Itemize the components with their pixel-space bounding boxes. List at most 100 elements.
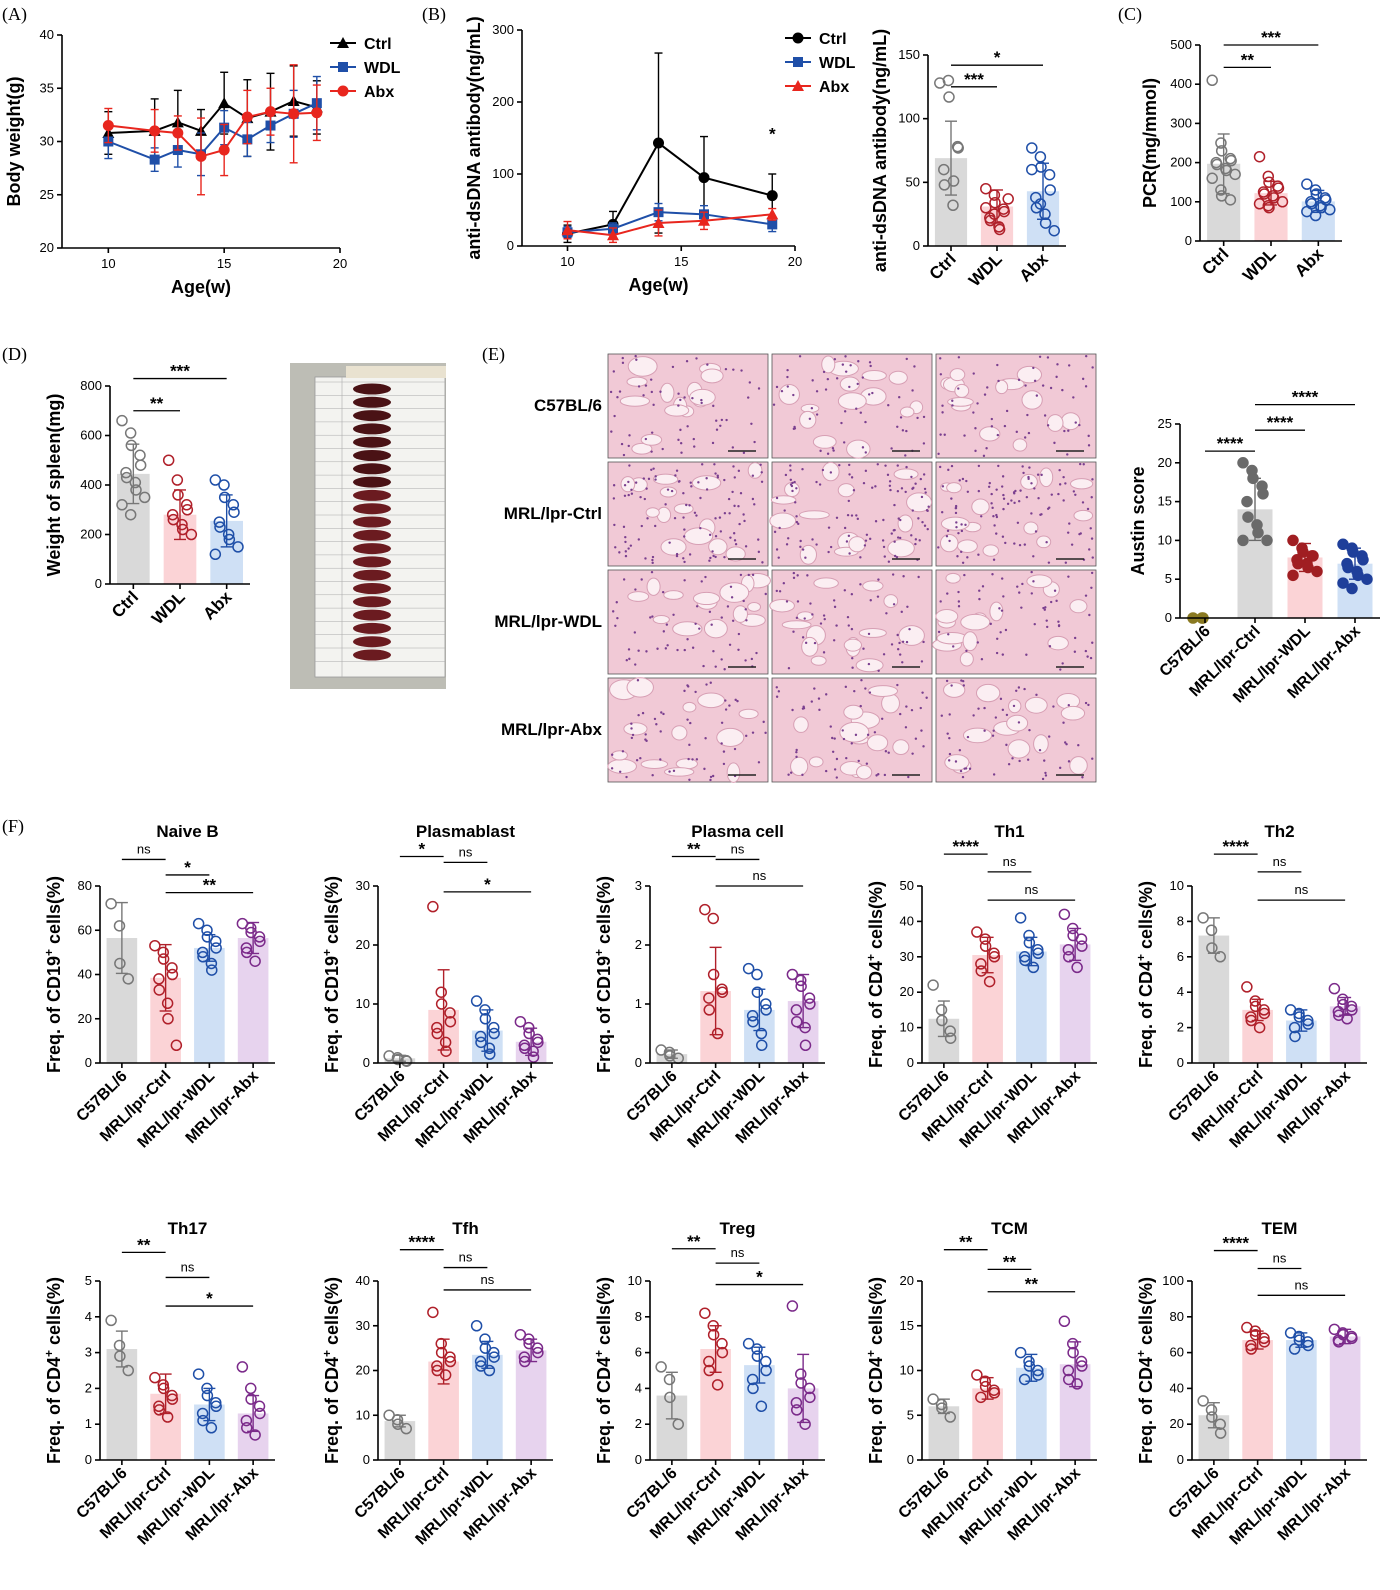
nucleus xyxy=(797,522,800,526)
significance-label: **** xyxy=(1223,837,1250,856)
data-point xyxy=(157,1379,169,1391)
nucleus xyxy=(761,561,764,564)
nucleus xyxy=(1017,721,1021,724)
x-tick-label: Abx xyxy=(199,587,236,624)
data-point xyxy=(519,1355,531,1368)
nucleus xyxy=(1000,485,1004,488)
nucleus xyxy=(976,402,979,405)
data-point xyxy=(105,1314,117,1327)
nucleus xyxy=(1084,649,1088,653)
nucleus xyxy=(1017,686,1021,689)
data-point xyxy=(253,1400,266,1413)
y-tick-label: 400 xyxy=(80,477,102,492)
nucleus xyxy=(726,605,730,608)
data-point xyxy=(979,940,992,952)
nucleus xyxy=(835,624,838,627)
nucleus xyxy=(829,545,833,549)
data-point xyxy=(1058,1315,1071,1328)
nucleus xyxy=(884,464,887,467)
nucleus xyxy=(764,592,767,596)
nucleus xyxy=(822,651,826,654)
nucleus xyxy=(714,555,717,559)
nucleus xyxy=(957,356,961,359)
nucleus xyxy=(1027,477,1030,481)
nucleus xyxy=(734,542,738,546)
data-point xyxy=(484,1048,496,1060)
nucleus xyxy=(614,624,617,627)
nucleus xyxy=(904,726,908,729)
y-tick-label: 150 xyxy=(898,47,920,62)
chart-title: Naive B xyxy=(156,822,218,841)
legend-marker xyxy=(337,37,349,48)
nucleus xyxy=(724,367,728,371)
nucleus xyxy=(910,708,914,712)
nucleus xyxy=(824,769,828,773)
nucleus xyxy=(842,441,846,444)
nucleus xyxy=(833,737,836,740)
data-point xyxy=(664,1391,676,1404)
nucleus xyxy=(759,463,762,466)
nucleus xyxy=(1064,561,1068,564)
nucleus xyxy=(803,617,806,620)
nucleus xyxy=(887,404,890,407)
nucleus xyxy=(622,578,626,581)
nucleus xyxy=(939,373,943,376)
y-axis-label: Freq. of CD4+ cells(%) xyxy=(42,1277,64,1464)
nucleus xyxy=(844,685,848,689)
nucleus xyxy=(787,773,790,776)
tubule xyxy=(719,582,750,603)
data-point xyxy=(1253,198,1266,210)
nucleus xyxy=(792,571,796,575)
data-point xyxy=(114,957,126,970)
tubule xyxy=(957,539,978,553)
nucleus xyxy=(817,697,821,700)
nucleus xyxy=(795,487,798,490)
y-axis-label: anti-dsDNA antibody(ng/mL) xyxy=(464,16,484,259)
data-point xyxy=(652,216,665,228)
tubule xyxy=(663,590,684,600)
nucleus xyxy=(789,469,792,472)
nucleus xyxy=(668,541,671,544)
nucleus xyxy=(1073,650,1077,653)
nucleus xyxy=(686,718,689,721)
nucleus xyxy=(704,575,707,579)
nucleus xyxy=(686,684,689,687)
nucleus xyxy=(1023,436,1027,439)
nucleus xyxy=(978,589,981,592)
y-tick-label: 20 xyxy=(1158,455,1172,470)
spleen-sample xyxy=(353,636,391,648)
x-tick-label: 10 xyxy=(101,256,115,271)
nucleus xyxy=(775,385,779,389)
data-point xyxy=(483,1042,496,1054)
nucleus xyxy=(856,517,860,521)
bar xyxy=(1198,935,1230,1063)
nucleus xyxy=(675,552,679,556)
tubule xyxy=(962,727,993,744)
data-point xyxy=(980,202,992,214)
panel-label-E: (E) xyxy=(482,344,505,365)
y-tick-label: 15 xyxy=(900,1318,914,1333)
nucleus xyxy=(904,490,907,494)
tubule xyxy=(652,615,670,625)
data-point xyxy=(120,466,132,479)
tubule xyxy=(947,397,974,407)
tubule xyxy=(1006,714,1029,732)
nucleus xyxy=(1027,431,1031,435)
nucleus xyxy=(612,484,616,487)
data-point xyxy=(440,1045,452,1057)
nucleus xyxy=(1045,541,1048,544)
nucleus xyxy=(995,513,998,517)
nucleus xyxy=(799,545,802,549)
nucleus xyxy=(796,574,799,577)
nucleus xyxy=(677,438,680,442)
nucleus xyxy=(927,505,930,508)
data-point xyxy=(479,1333,491,1345)
data-point xyxy=(431,1027,443,1040)
chart-title: Plasma cell xyxy=(691,822,784,841)
data-point xyxy=(1027,961,1040,974)
he-tile xyxy=(607,353,769,459)
nucleus xyxy=(963,767,966,770)
tubule xyxy=(810,655,827,666)
nucleus xyxy=(811,538,814,541)
nucleus xyxy=(792,393,795,397)
